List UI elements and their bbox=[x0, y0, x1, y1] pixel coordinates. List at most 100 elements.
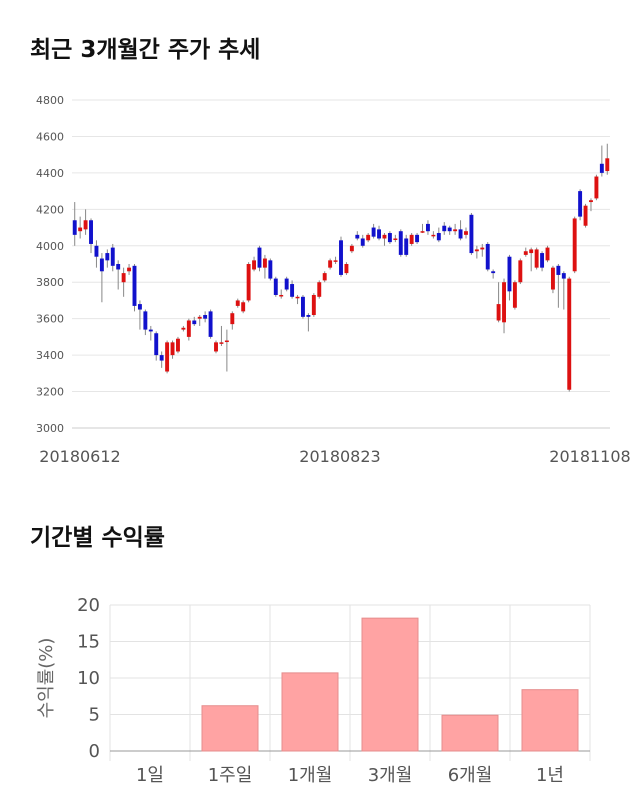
y-axis-label: 수익률(%) bbox=[36, 638, 57, 719]
candle bbox=[214, 342, 218, 352]
candle bbox=[382, 234, 387, 239]
candle bbox=[257, 247, 262, 268]
candle bbox=[208, 311, 213, 337]
candle bbox=[355, 234, 360, 239]
candle bbox=[219, 342, 224, 344]
y-tick-label: 3800 bbox=[36, 276, 64, 289]
candle bbox=[436, 233, 441, 241]
x-tick-label: 6개월 bbox=[448, 765, 493, 786]
candle bbox=[605, 158, 610, 172]
candle bbox=[594, 176, 599, 199]
bar bbox=[521, 689, 579, 752]
candle bbox=[295, 296, 300, 299]
bar bbox=[281, 672, 339, 752]
y-tick-label: 4000 bbox=[36, 240, 64, 253]
y-tick-label: 3000 bbox=[36, 422, 64, 435]
candle bbox=[360, 238, 365, 246]
candle bbox=[534, 249, 539, 268]
candle bbox=[339, 240, 343, 275]
candle bbox=[246, 264, 251, 301]
candle bbox=[230, 313, 235, 325]
y-tick-label: 5 bbox=[89, 705, 100, 726]
candle bbox=[469, 214, 474, 254]
y-tick-label: 15 bbox=[77, 632, 100, 653]
candle bbox=[540, 253, 545, 268]
y-tick-label: 4800 bbox=[36, 94, 64, 107]
candle bbox=[121, 273, 126, 283]
candle bbox=[279, 294, 284, 297]
x-tick-label: 1주일 bbox=[208, 765, 253, 786]
candle bbox=[290, 284, 295, 297]
candle bbox=[181, 327, 186, 330]
x-tick-label: 20180612 bbox=[39, 447, 120, 466]
candle bbox=[507, 256, 512, 292]
candle bbox=[186, 320, 191, 337]
candle bbox=[262, 258, 267, 268]
candle bbox=[143, 311, 148, 330]
bar bbox=[201, 705, 259, 752]
candle bbox=[148, 329, 153, 332]
candle bbox=[105, 253, 110, 261]
candle bbox=[561, 273, 566, 279]
candle bbox=[322, 273, 327, 281]
candle bbox=[529, 249, 534, 254]
candle bbox=[197, 316, 202, 319]
price-trend-title: 최근 3개월간 주가 추세 bbox=[30, 37, 261, 63]
candle bbox=[165, 342, 170, 372]
candle bbox=[398, 231, 403, 255]
y-tick-label: 10 bbox=[77, 668, 100, 689]
y-tick-label: 3200 bbox=[36, 386, 64, 399]
candle bbox=[252, 260, 257, 270]
candle bbox=[523, 251, 528, 255]
x-tick-label: 20180823 bbox=[299, 447, 380, 466]
candle bbox=[159, 355, 164, 361]
y-tick-label: 4200 bbox=[36, 203, 64, 216]
candle bbox=[268, 260, 273, 279]
x-tick-label: 3개월 bbox=[368, 765, 413, 786]
candle bbox=[83, 220, 88, 230]
candle bbox=[572, 218, 577, 272]
candle bbox=[480, 247, 485, 250]
candle bbox=[453, 229, 458, 232]
candle bbox=[311, 294, 316, 316]
y-tick-label: 0 bbox=[89, 741, 100, 762]
y-tick-label: 3400 bbox=[36, 349, 64, 362]
candle bbox=[415, 234, 420, 243]
candle bbox=[349, 245, 354, 252]
x-tick-label: 20181108 bbox=[549, 447, 630, 466]
candle bbox=[491, 271, 496, 274]
candle bbox=[502, 282, 506, 323]
candle bbox=[72, 220, 77, 235]
candle bbox=[464, 231, 468, 235]
candle bbox=[306, 315, 311, 317]
candle bbox=[393, 238, 398, 240]
y-tick-label: 20 bbox=[77, 595, 100, 616]
candle bbox=[301, 296, 305, 317]
candle bbox=[474, 249, 479, 252]
y-tick-label: 4400 bbox=[36, 167, 64, 180]
candle bbox=[284, 278, 289, 290]
candle bbox=[344, 264, 349, 274]
candle bbox=[447, 227, 452, 232]
x-tick-label: 1일 bbox=[136, 765, 164, 786]
x-tick-label: 1개월 bbox=[288, 765, 333, 786]
candle bbox=[420, 231, 425, 233]
candle bbox=[518, 260, 523, 283]
candle bbox=[556, 265, 561, 275]
candle bbox=[366, 234, 371, 241]
candle bbox=[235, 300, 240, 306]
candle bbox=[127, 267, 132, 272]
candle bbox=[78, 227, 83, 232]
candle bbox=[550, 267, 555, 290]
y-tick-label: 3600 bbox=[36, 313, 64, 326]
candle bbox=[192, 320, 197, 325]
candle bbox=[273, 278, 278, 295]
x-tick-label: 1년 bbox=[536, 765, 564, 786]
candle bbox=[485, 243, 490, 270]
candle bbox=[589, 200, 593, 203]
candle bbox=[387, 233, 392, 243]
candle bbox=[583, 205, 588, 226]
candle bbox=[567, 278, 572, 390]
candle bbox=[132, 265, 137, 306]
